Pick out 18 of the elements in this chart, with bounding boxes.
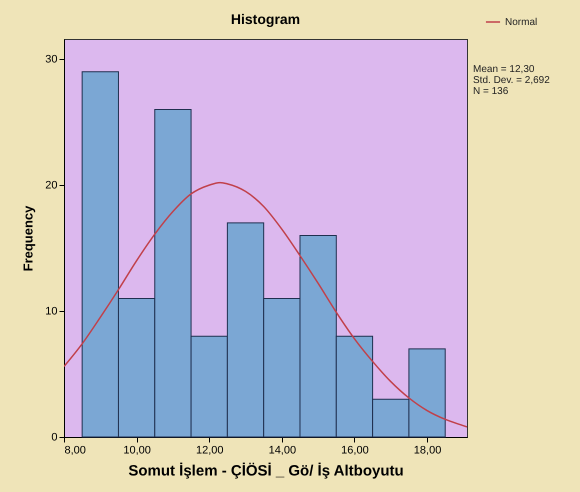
- x-tick-label: 14,00: [268, 444, 296, 456]
- x-tick-label: 8,00: [64, 444, 86, 456]
- text: Mean = 12,30: [473, 64, 535, 75]
- y-tick-label: 10: [45, 306, 58, 318]
- x-axis-title: Somut İşlem - ÇİÖSİ _ Gö/ İş Altboyutu: [128, 462, 404, 480]
- chart-title: Histogram: [230, 11, 300, 27]
- x-tick-label: 16,00: [341, 444, 369, 456]
- text: Std. Dev. = 2,692: [473, 75, 550, 86]
- x-tick-label: 12,00: [196, 444, 224, 456]
- y-tick-label: 30: [45, 54, 58, 66]
- y-tick-label: 20: [45, 180, 58, 192]
- x-tick-label: 10,00: [123, 444, 151, 456]
- x-tick-label: 18,00: [414, 444, 442, 456]
- line-series: [64, 182, 467, 428]
- y-tick-label: 0: [51, 432, 58, 444]
- y-axis-title: Frequency: [20, 204, 36, 272]
- text: N = 136: [473, 86, 509, 97]
- legend-label: Normal: [505, 17, 538, 28]
